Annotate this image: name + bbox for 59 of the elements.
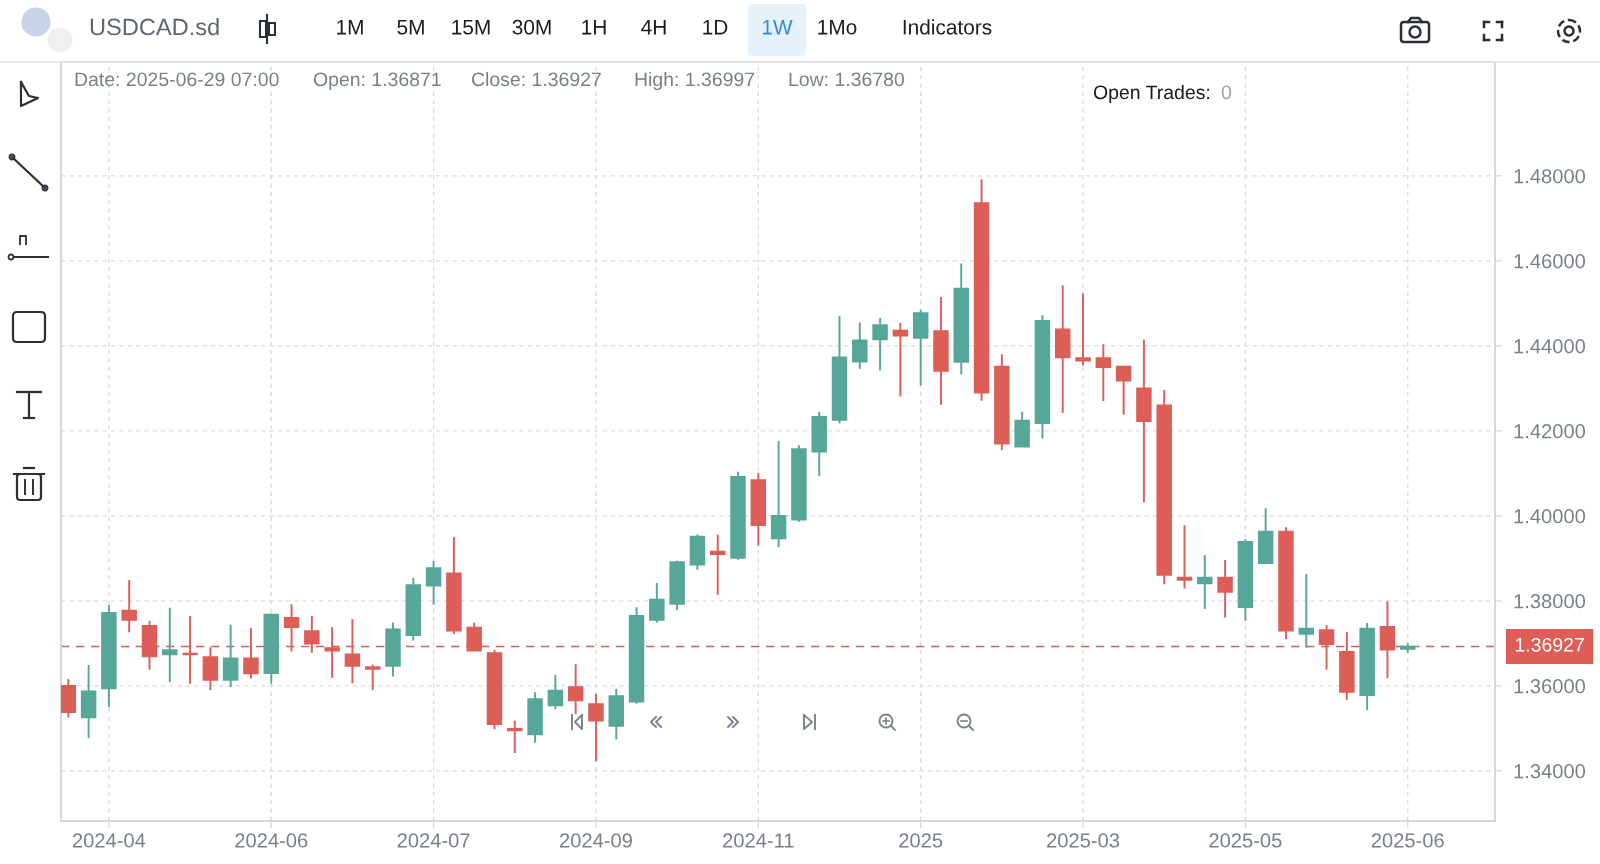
x-tick-label: 2024-04 [72, 833, 146, 848]
x-tick-label: 2025-03 [1047, 833, 1120, 848]
y-tick-label: 1.46000 [1514, 254, 1586, 269]
candlestick [872, 316, 888, 372]
y-tick-label: 1.40000 [1514, 509, 1586, 524]
text: 1M [337, 20, 363, 35]
text: 1H [582, 20, 606, 35]
x-tick-label: 2025 [899, 833, 943, 848]
candlestick [202, 646, 219, 692]
y-tick-label: 1.34000 [1514, 764, 1586, 779]
candlestick [507, 719, 523, 754]
annotation: Date: 2025-06-29 07:00 [75, 72, 279, 87]
candlestick [649, 582, 665, 624]
x-tick-label: 2024-06 [235, 833, 308, 848]
text: 30M [512, 19, 551, 35]
x-tick-label: 2025-06 [1371, 833, 1444, 848]
ref-line-label: 1.36927 [1515, 637, 1584, 652]
candlestick [567, 663, 584, 716]
candlestick [1298, 573, 1314, 649]
candlestick [1095, 343, 1112, 403]
text: 15M [452, 20, 490, 35]
text: Indicators [903, 19, 992, 35]
candlestick [1075, 292, 1091, 367]
text: 4H [641, 20, 666, 35]
candlestick [892, 321, 909, 398]
candlestick [547, 673, 564, 711]
candlestick [588, 692, 604, 763]
text: 5M [397, 20, 424, 35]
y-tick-label: 1.48000 [1514, 169, 1586, 184]
candlestick [1197, 554, 1213, 610]
x-tick-label: 2024-09 [560, 833, 632, 848]
candlestick [222, 623, 239, 689]
y-tick-label: 1.44000 [1514, 339, 1586, 354]
text: 1W [762, 20, 793, 35]
y-tick-label: 1.36000 [1514, 679, 1586, 694]
x-tick-label: 2024-11 [723, 833, 794, 848]
annotation: High: 1.36997 [635, 71, 755, 91]
annotation: Open: 1.36871 [313, 72, 441, 91]
text: 1D [703, 20, 728, 35]
candlestick [1176, 524, 1193, 590]
annotation: Low: 1.36780 [789, 72, 904, 87]
annotation: Close: 1.36927 [471, 71, 601, 87]
annotation: 0 [1221, 85, 1232, 100]
annotation: Open Trades: [1093, 84, 1210, 104]
x-tick-label: 2025-05 [1209, 833, 1282, 848]
x-tick-label: 2024-07 [397, 833, 470, 848]
candlestick [162, 606, 178, 683]
y-tick-label: 1.42000 [1514, 424, 1586, 439]
y-tick-label: 1.38000 [1514, 594, 1586, 609]
candlestick [364, 663, 381, 692]
candlestick [1115, 365, 1132, 416]
candlestick [770, 440, 787, 549]
candlestick [425, 559, 442, 606]
candlestick [852, 321, 868, 370]
candlestick [121, 579, 137, 634]
candlestick [709, 533, 726, 596]
chart-title: USDCAD.sd [90, 18, 219, 36]
candlestick [1217, 559, 1233, 619]
text: 1Mo [818, 20, 857, 35]
